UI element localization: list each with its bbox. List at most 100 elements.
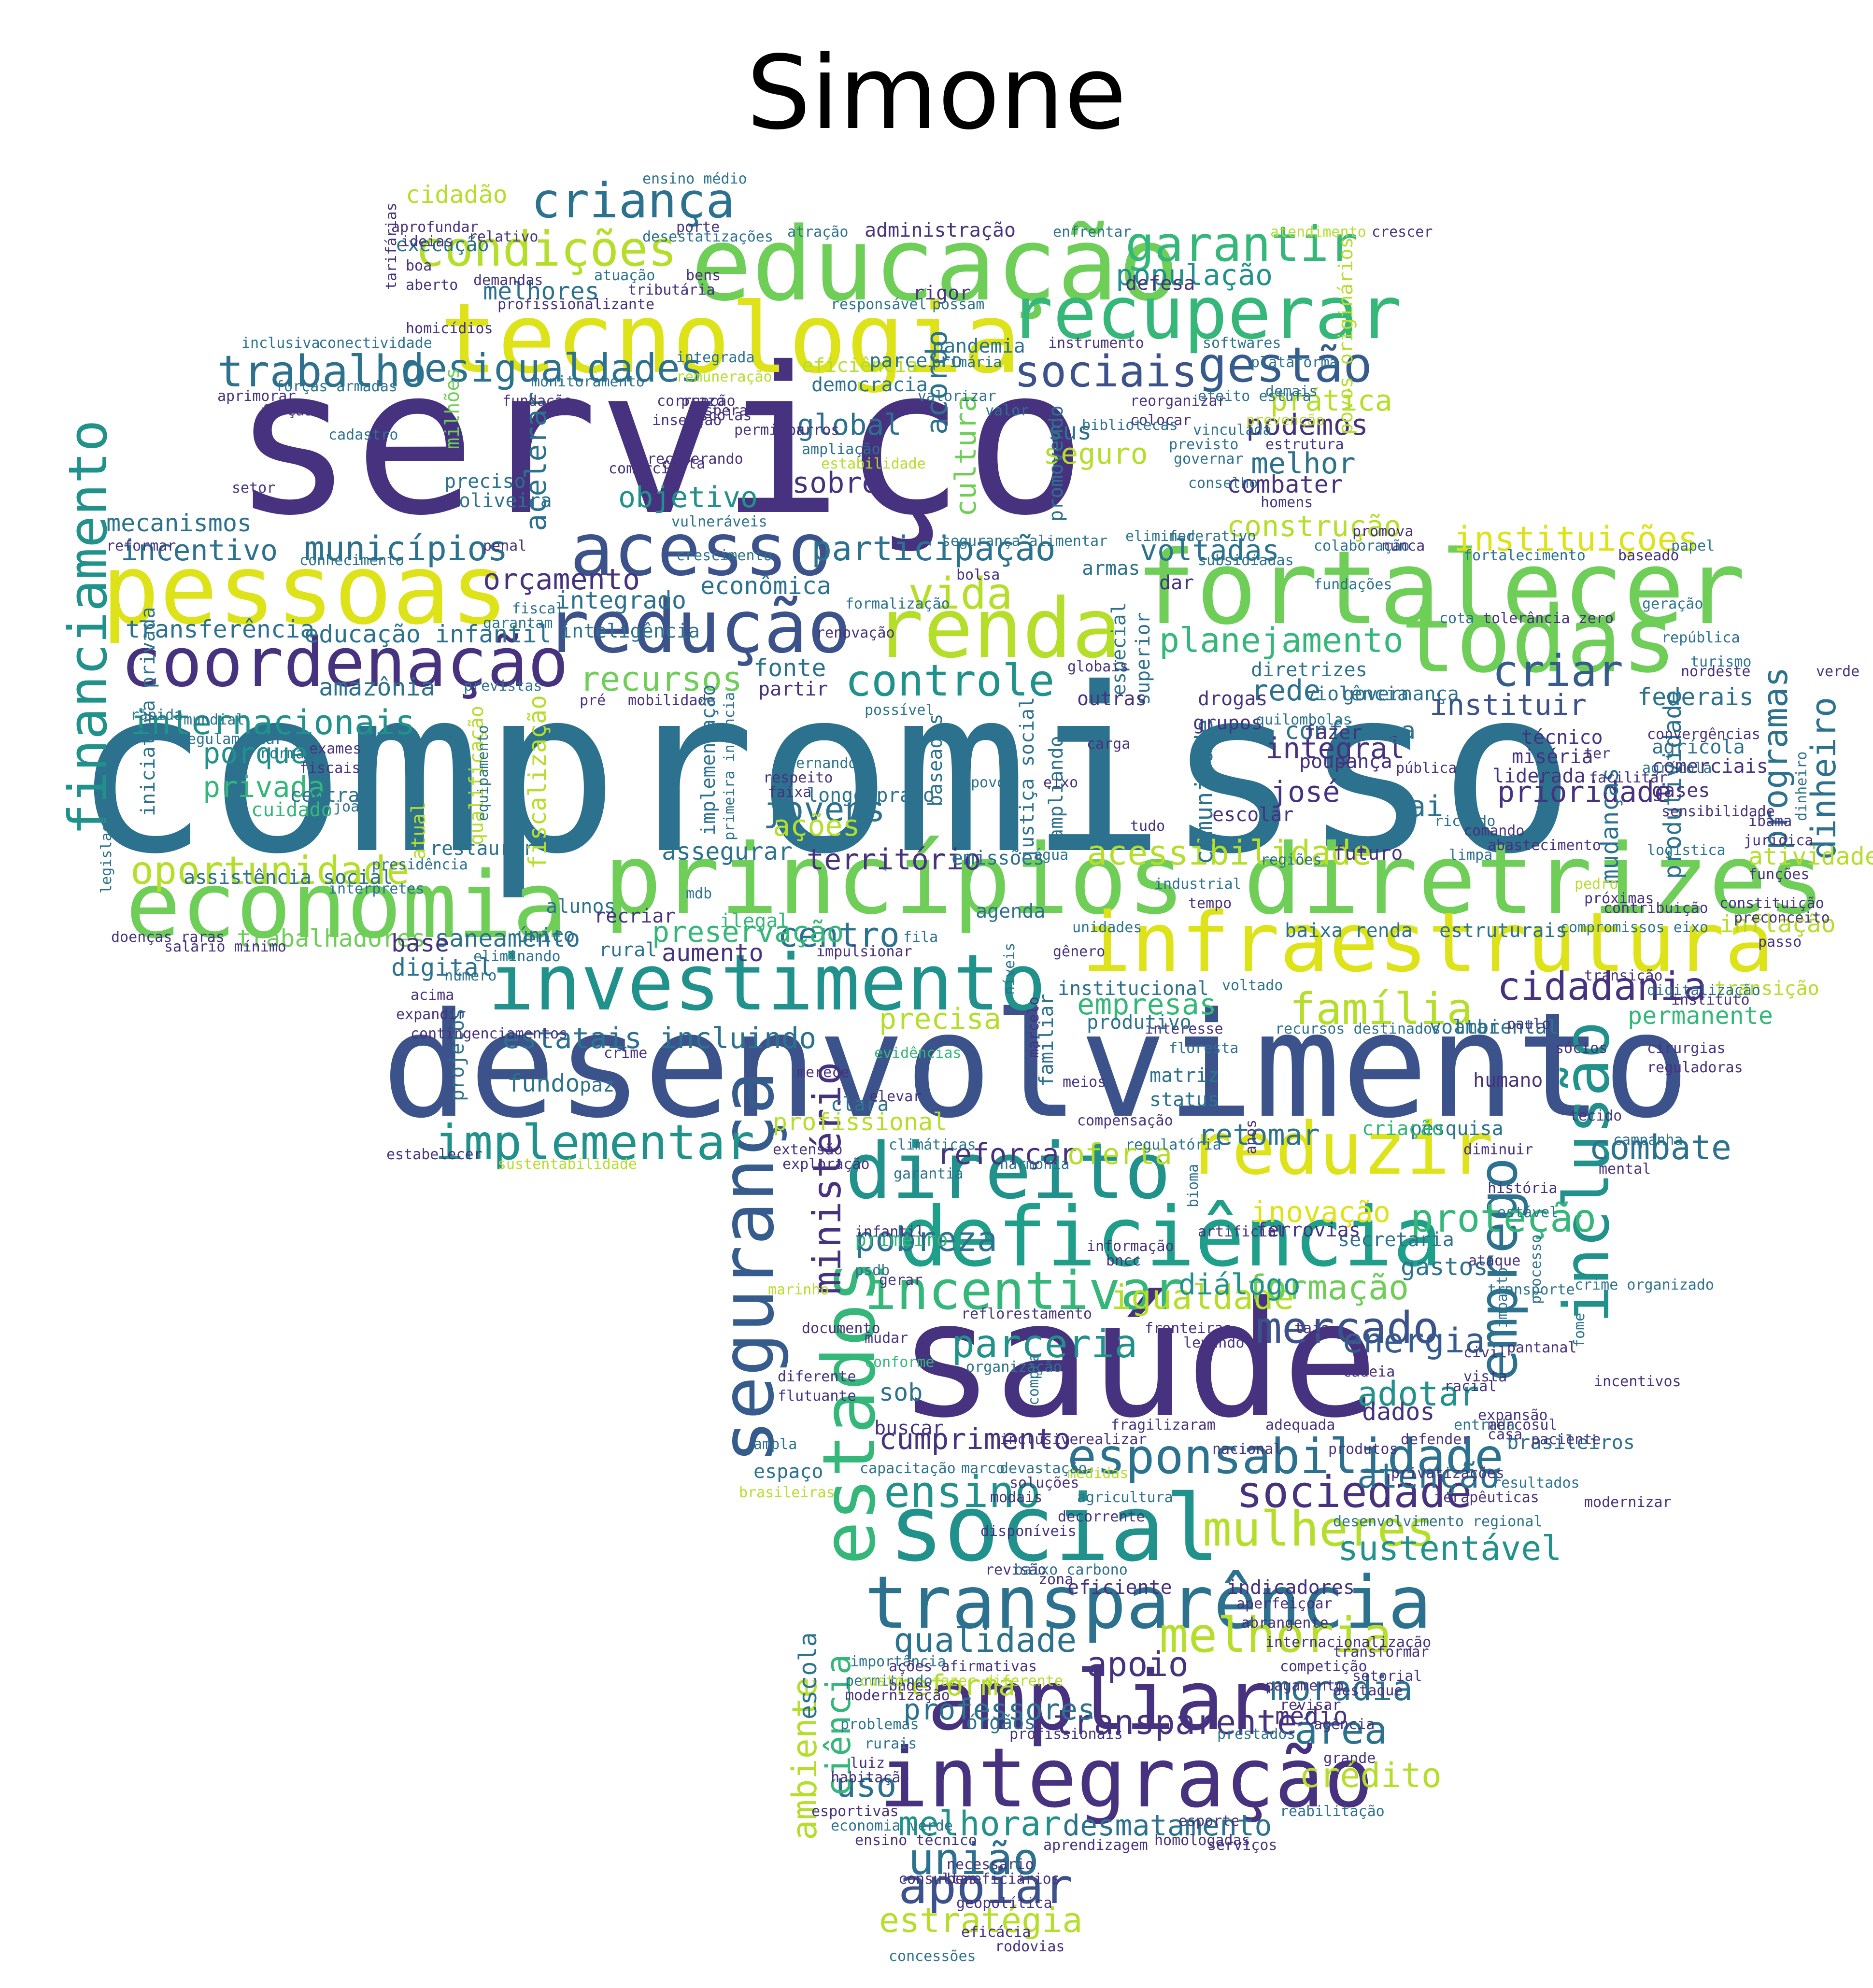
word-planejamento: planejamento bbox=[1159, 621, 1404, 660]
word-precisa: precisa bbox=[879, 1002, 1001, 1036]
word-forcas: forças bbox=[261, 402, 313, 419]
word-garantam: garantam bbox=[483, 615, 553, 632]
word-atendimento: atendimento bbox=[1270, 224, 1366, 241]
word-setorial: setorial bbox=[1352, 1668, 1422, 1685]
word-levando: levando bbox=[1183, 1335, 1244, 1351]
word-destaque: destaque bbox=[1333, 1682, 1403, 1699]
word-possivel: possível bbox=[865, 702, 935, 719]
word-voltar: voltar bbox=[1430, 1016, 1500, 1038]
word-milhoes: milhões bbox=[441, 368, 464, 449]
word-mdb: mdb bbox=[686, 885, 712, 902]
word-seguranca: segurança bbox=[706, 1071, 790, 1463]
word-paz: paz bbox=[580, 1074, 614, 1096]
word-carga: carga bbox=[1087, 736, 1130, 753]
word-superior: superior bbox=[1132, 612, 1154, 705]
word-crescer: crescer bbox=[1372, 224, 1433, 241]
word-geopolitica: geopolítica bbox=[956, 1895, 1052, 1912]
word-servico: serviço bbox=[232, 324, 1087, 560]
word-devastacao: devastação bbox=[1000, 1460, 1087, 1477]
word-ampliar: ampliar bbox=[927, 1653, 1273, 1749]
word-instituir: instituir bbox=[1430, 688, 1587, 722]
word-sob: sob bbox=[879, 1378, 922, 1406]
word-valor: valor bbox=[985, 402, 1029, 419]
word-estruturais: estruturais bbox=[1439, 920, 1567, 942]
word-marco: marco bbox=[961, 1460, 1005, 1477]
word-reabilitacao: reabilitação bbox=[1280, 1803, 1385, 1820]
word-melhor: melhor bbox=[1251, 447, 1356, 481]
word-dinheiro: dinheiro bbox=[1793, 752, 1810, 822]
word-digitalizacao: digitalização bbox=[1647, 982, 1760, 999]
word-pesquisa: pesquisa bbox=[1410, 1118, 1504, 1140]
word-vinculada: vinculada bbox=[1193, 422, 1272, 439]
page-title: Simone bbox=[746, 34, 1127, 152]
word-bndes: bndes bbox=[889, 1677, 932, 1694]
word-condicoes: condições bbox=[415, 221, 677, 277]
word-comercio: comércio bbox=[609, 460, 679, 477]
word-ambiental: ambiental bbox=[1454, 1016, 1559, 1038]
word-recriar: recriar bbox=[594, 905, 676, 927]
word-primeiro: primeiro bbox=[855, 1229, 948, 1251]
word-orgaos: órgãos bbox=[966, 1712, 1036, 1734]
word-area: área bbox=[1294, 1708, 1388, 1753]
word-digital: digital bbox=[391, 953, 493, 981]
word-administracao: administração bbox=[865, 219, 1016, 241]
word-plataforma: plataforma bbox=[1251, 354, 1338, 371]
word-acima: acima bbox=[411, 987, 454, 1004]
word-extensao: extensão bbox=[773, 1141, 843, 1158]
word-incentivo: incentivo bbox=[121, 534, 278, 568]
word-controle: controle bbox=[845, 655, 1054, 706]
word-produtivo: produtivo bbox=[1087, 1011, 1192, 1034]
word-crianca: criança bbox=[531, 172, 735, 229]
word-eficiencia: eficiência bbox=[802, 355, 918, 377]
word-retomar: retomar bbox=[1198, 1118, 1320, 1152]
word-desenvolvimento: desenvolvimento bbox=[382, 981, 1690, 1150]
word-porte: porte bbox=[676, 219, 720, 236]
word-inteligencia: inteligência bbox=[560, 620, 700, 642]
word-tudo: tudo bbox=[1130, 818, 1165, 835]
word-incentivos: incentivos bbox=[1594, 1373, 1681, 1390]
word-adotar: adotar bbox=[1357, 1374, 1479, 1414]
word-estrategia: estratégia bbox=[879, 1901, 1082, 1940]
word-mudancas: mudanças bbox=[1596, 767, 1624, 884]
word-construcao: construção bbox=[1227, 510, 1401, 543]
word-promovendo: promovendo bbox=[1045, 405, 1067, 522]
word-fundo: fundo bbox=[507, 1069, 580, 1097]
word-exploracao: exploração bbox=[782, 1156, 870, 1173]
word-internacionalizacao: internacionalização bbox=[1265, 1634, 1431, 1651]
word-instrumento: instrumento bbox=[1048, 335, 1144, 352]
word-disponiveis: disponíveis bbox=[980, 1523, 1077, 1540]
word-atencao: atenção bbox=[1357, 1456, 1500, 1496]
word-joao: joão bbox=[333, 798, 368, 815]
word-homens: homens bbox=[1261, 494, 1313, 511]
word-permitir: permitir bbox=[734, 422, 804, 439]
word-qualidade: qualidade bbox=[894, 1620, 1077, 1660]
word-compra: compra bbox=[1025, 1353, 1042, 1406]
word-principios-diretrizes: princípios diretrizes bbox=[604, 824, 1825, 936]
word-partir: partir bbox=[758, 678, 828, 700]
word-softwares: softwares bbox=[1203, 335, 1281, 352]
word-nordeste: nordeste bbox=[1681, 663, 1751, 680]
word-primeira-infancia: primeira infância bbox=[721, 692, 738, 840]
word-flutuante: flutuante bbox=[778, 1388, 856, 1405]
word-voltadas: voltadas bbox=[1140, 534, 1279, 568]
word-zona: zona bbox=[1038, 1571, 1073, 1588]
word-modernizar: modernizar bbox=[1584, 1494, 1672, 1511]
word-transparencia: transparência bbox=[865, 1561, 1432, 1645]
word-valorizar: valorizar bbox=[918, 388, 996, 405]
word-nunca: nunca bbox=[1381, 538, 1425, 554]
word-medio: médio bbox=[1275, 1702, 1348, 1730]
word-fiscais: fiscais bbox=[299, 760, 360, 777]
word-logistica: logística bbox=[1647, 842, 1726, 859]
word-fiscalizacao: fiscalização bbox=[524, 695, 552, 869]
word-colaboracao: colaboração bbox=[1314, 538, 1410, 554]
word-contribuicao: contribuição bbox=[1603, 900, 1708, 917]
word-ensino-medio: ensino médio bbox=[642, 170, 747, 187]
word-juridica: jurídica bbox=[1744, 832, 1814, 849]
word-cota: cota bbox=[1439, 610, 1474, 627]
word-transicao: transição bbox=[1584, 967, 1663, 984]
word-bens: bens bbox=[686, 267, 721, 284]
word-baixo-carbono: baixo carbono bbox=[1014, 1562, 1128, 1578]
word-ampliando: ampliando bbox=[1045, 736, 1067, 840]
word-confianca: confiança bbox=[1285, 717, 1416, 745]
word-quilombolas: quilombolas bbox=[1256, 711, 1352, 728]
